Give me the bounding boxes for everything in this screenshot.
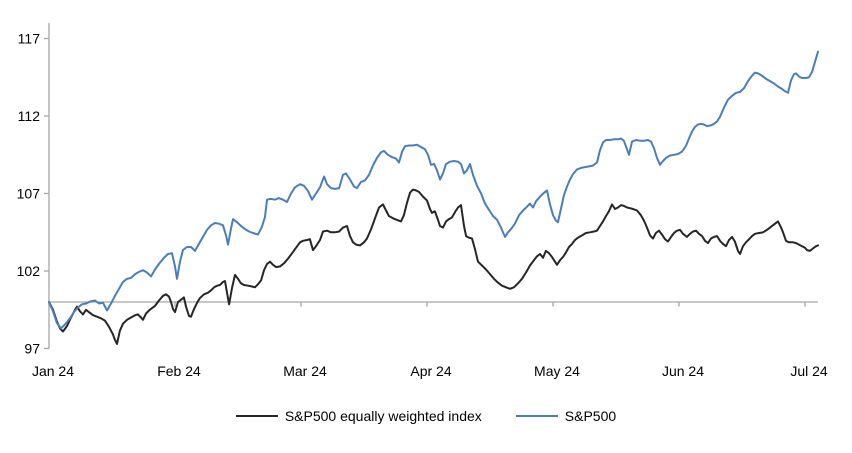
legend-line-sample-equal-weight bbox=[235, 415, 278, 417]
x-tick-label: May 24 bbox=[534, 363, 580, 379]
y-tick-label: 102 bbox=[17, 263, 41, 279]
x-tick-label: Jun 24 bbox=[662, 363, 704, 379]
series-line-equal-weight bbox=[48, 188, 819, 345]
x-tick-label: Mar 24 bbox=[283, 363, 327, 379]
y-tick-label: 117 bbox=[18, 31, 41, 47]
y-tick-label: 112 bbox=[18, 108, 41, 124]
legend: S&P500 equally weighted index S&P500 bbox=[0, 408, 852, 424]
line-chart-canvas: 97 102 107 112 117 Jan 24 Feb 24 Mar 24 Apr 24 Ma… bbox=[17, 23, 828, 379]
y-tick-label: 107 bbox=[17, 186, 41, 202]
series-line-sp500 bbox=[48, 50, 819, 330]
x-tick-label: Jan 24 bbox=[32, 363, 74, 379]
legend-line-sample-sp500 bbox=[515, 415, 558, 417]
y-tick-label: 97 bbox=[24, 341, 40, 357]
legend-label-equal-weight: S&P500 equally weighted index bbox=[284, 408, 482, 424]
legend-item-equal-weight: S&P500 equally weighted index bbox=[235, 408, 482, 424]
x-tick-label: Feb 24 bbox=[157, 363, 201, 379]
legend-item-sp500: S&P500 bbox=[515, 408, 617, 424]
x-tick-label: Jul 24 bbox=[790, 363, 828, 379]
x-tick-label: Apr 24 bbox=[410, 363, 451, 379]
legend-label-sp500: S&P500 bbox=[564, 408, 617, 424]
